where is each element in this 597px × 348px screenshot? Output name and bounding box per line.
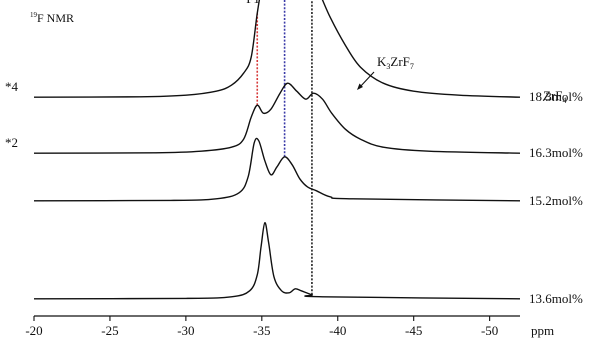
x-tick-label: -25 [101, 323, 118, 338]
series-label: 18.3mol% [529, 89, 583, 104]
series-labels: 18.3mol% 16.3mol% 15.2mol% 13.6mol% [529, 89, 583, 306]
series-label: 15.2mol% [529, 193, 583, 208]
left-labels: *4 *2 [5, 79, 19, 150]
left-label: *4 [5, 79, 19, 94]
peak-label: F1' [246, 0, 262, 6]
legend-header-main: ZrF [543, 88, 563, 103]
annotation-mid: ZrF [390, 54, 410, 69]
x-tick-label: -35 [253, 323, 270, 338]
x-tick-label: -30 [177, 323, 194, 338]
x-tick-label: -40 [329, 323, 346, 338]
x-tick-label: -20 [25, 323, 42, 338]
annotation-sub2: 7 [410, 62, 414, 71]
annotation-arrowhead [357, 83, 363, 90]
spectrum-line [33, 0, 521, 98]
legend-header: ZrF4 [543, 88, 567, 105]
legend-header-sub: 4 [563, 96, 567, 105]
annotation-sub1: 3 [386, 62, 390, 71]
x-axis-label: ppm [531, 323, 554, 338]
chart-title-superscript: 19 [30, 11, 38, 19]
chart-title: 19F NMR [30, 11, 74, 25]
annotation-arrow [358, 71, 375, 89]
spectrum-line [33, 137, 521, 202]
x-tick-label: -45 [405, 323, 422, 338]
chart-title-main: F NMR [37, 11, 74, 25]
annotation-main: K [377, 54, 387, 69]
annotation: K3ZrF7 [357, 54, 414, 90]
spectrum-line [33, 222, 521, 300]
left-label: *2 [5, 135, 18, 150]
x-tick-label: -50 [481, 323, 498, 338]
x-ticks: -20 -25 -30 -35 -40 -45 -50 [25, 316, 498, 338]
spectra [33, 0, 521, 300]
spectrum-line [33, 82, 521, 154]
series-label: 13.6mol% [529, 291, 583, 306]
series-label: 16.3mol% [529, 145, 583, 160]
reference-lines [256, 0, 313, 295]
annotation-label: K3ZrF7 [377, 54, 414, 71]
peak-labels: F1'F1''F1''' [246, 0, 262, 6]
